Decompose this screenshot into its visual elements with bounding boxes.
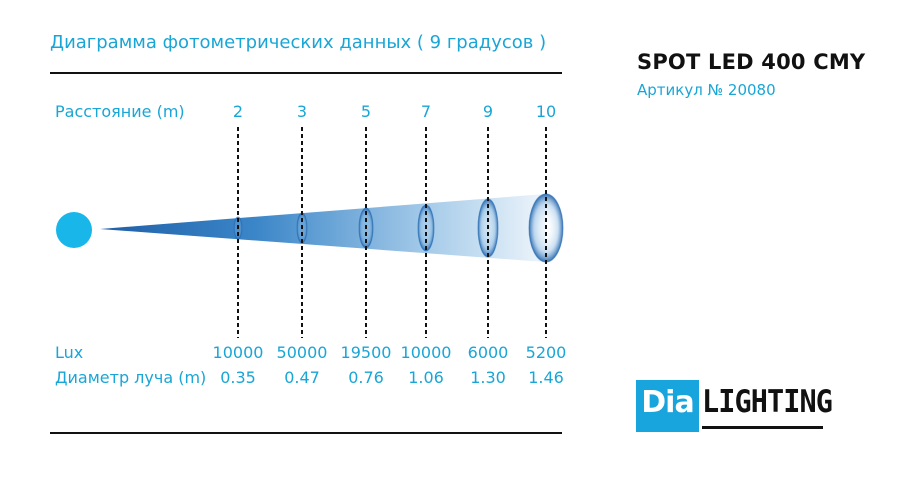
diagram-title: Диаграмма фотометрических данных ( 9 гра… bbox=[50, 32, 547, 53]
product-name: SPOT LED 400 CMY bbox=[637, 50, 866, 74]
diameter-value: 1.46 bbox=[528, 368, 564, 387]
distance-row-label: Расстояние (m) bbox=[55, 102, 185, 121]
lux-value: 10000 bbox=[212, 343, 264, 362]
distance-value: 2 bbox=[232, 102, 244, 121]
diameter-value: 0.35 bbox=[220, 368, 256, 387]
distance-value: 9 bbox=[482, 102, 494, 121]
distance-value: 7 bbox=[420, 102, 432, 121]
distance-value: 5 bbox=[360, 102, 372, 121]
lux-row-label: Lux bbox=[55, 343, 84, 362]
lux-value: 50000 bbox=[276, 343, 328, 362]
product-article: Артикул № 20080 bbox=[637, 81, 776, 99]
diameter-value: 1.06 bbox=[408, 368, 444, 387]
dia-lighting-logo: Dia LIGHTING bbox=[636, 380, 833, 432]
logo-dia-mark: Dia bbox=[636, 380, 699, 432]
lux-value: 5200 bbox=[525, 343, 567, 362]
diameter-value: 0.47 bbox=[284, 368, 320, 387]
bottom-divider bbox=[50, 432, 562, 434]
lux-value: 6000 bbox=[467, 343, 509, 362]
distance-value: 10 bbox=[535, 102, 557, 121]
logo-underline bbox=[702, 426, 823, 429]
light-beam bbox=[100, 194, 545, 262]
logo-lighting-text: LIGHTING bbox=[702, 384, 833, 420]
diameter-value: 0.76 bbox=[348, 368, 384, 387]
lux-value: 10000 bbox=[400, 343, 452, 362]
diameter-value: 1.30 bbox=[470, 368, 506, 387]
distance-value: 3 bbox=[296, 102, 308, 121]
top-divider bbox=[50, 72, 562, 74]
diameter-row-label: Диаметр луча (m) bbox=[55, 368, 207, 387]
lux-value: 19500 bbox=[340, 343, 392, 362]
light-source-icon bbox=[56, 212, 92, 248]
